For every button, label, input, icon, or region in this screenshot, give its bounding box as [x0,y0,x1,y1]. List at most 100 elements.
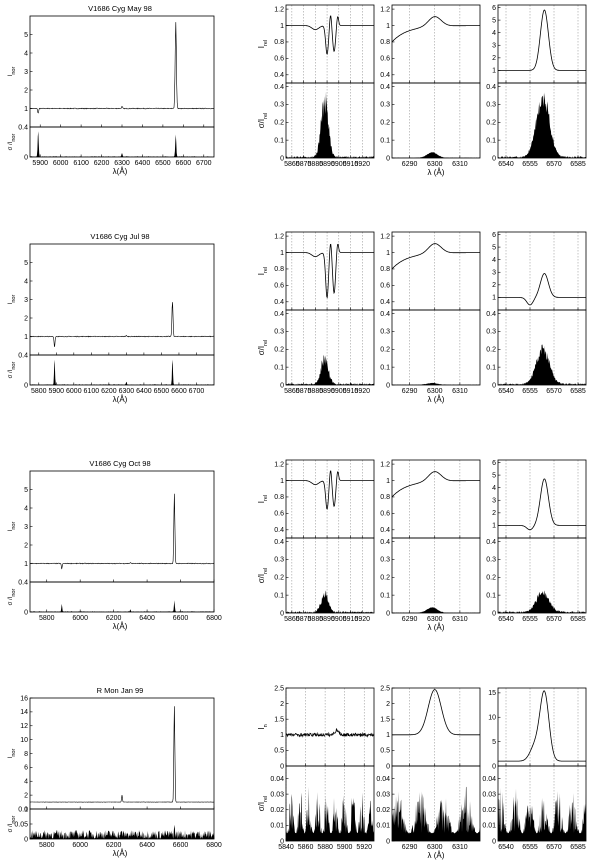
profile-line [498,9,586,71]
y-tick-label: 0 [24,154,28,161]
x-tick-label: 5800 [39,842,55,849]
profile-panel: 0 5 10 15 6540 6555 6570 6585 0 0.01 0.02 0.03 0.04 [482,687,587,851]
y-tick-label: 0.03 [376,791,390,798]
axes-frame [391,82,481,159]
y-tick-label: 2.5 [380,685,390,692]
y-tick-label: 0 [492,155,496,162]
y-tick-label: 0.6 [274,283,284,290]
y-tick-label: 0.2 [274,347,284,354]
panel-title: V1686 Cyg Jul 98 [90,232,149,241]
y-tick-label: 0.01 [270,823,284,830]
y-tick-label: 0.3 [274,557,284,564]
y-tick-label: 0.01 [482,823,496,830]
variance-fill [392,607,480,613]
y-axis-label: σ /Inor [8,588,17,605]
y-tick-label: 0.03 [270,791,284,798]
spectrum-line [29,22,215,114]
y-tick-label: 0 [24,806,28,813]
variance-fill [286,354,374,385]
x-tick-label: 5860 [284,388,300,395]
x-tick-label: 5910 [343,388,359,395]
y-tick-label: 0.1 [486,137,496,144]
axes-frame [285,309,375,386]
y-tick-label: 0.2 [380,347,390,354]
y-tick-label: 1 [386,478,390,485]
x-tick-label: 6200 [106,615,122,622]
x-tick-label: 6555 [522,161,538,168]
y-tick-label: 8 [24,751,28,758]
x-tick-label: 5860 [284,616,300,623]
y-tick-label: 0.2 [486,120,496,127]
y-tick-label: 1 [492,68,496,75]
y-tick-label: 1.5 [274,717,284,724]
x-tick-label: 6290 [402,616,418,623]
y-axis-label: σ /Inor [8,133,17,150]
x-tick-label: 6000 [72,842,88,849]
profile-line [391,471,480,498]
x-tick-label: 6555 [522,616,538,623]
y-tick-label: 5 [492,244,496,251]
y-tick-label: 5 [24,487,28,494]
x-tick-label: 6500 [154,388,170,395]
y-tick-label: 16 [20,695,28,702]
variance-fill [392,786,480,841]
y-axis-label: σ /Inor [8,361,17,378]
x-axis-label: λ (Å) [428,851,445,860]
x-tick-label: 6310 [452,161,468,168]
y-tick-label: 0 [492,382,496,389]
y-tick-label: 1 [280,732,284,739]
y-tick-label: 0.6 [274,511,284,518]
x-tick-label: 5880 [308,616,324,623]
y-tick-label: 0 [386,382,390,389]
x-tick-label: 6585 [570,161,586,168]
y-tick-label: 5 [492,17,496,24]
y-tick-label: 0 [492,610,496,617]
y-tick-label: 0.8 [380,266,390,273]
x-tick-label: 6200 [106,842,122,849]
x-tick-label: 6540 [498,844,514,851]
y-axis-label: Inor [8,295,17,305]
axes-frame [391,537,481,614]
y-tick-label: 1.2 [380,233,390,240]
axes-frame [391,309,481,386]
y-tick-label: 4 [24,278,28,285]
y-tick-label: 0.1 [18,806,28,813]
y-tick-label: 3 [492,43,496,50]
y-tick-label: 1 [492,295,496,302]
y-tick-label: 0.4 [274,72,284,79]
x-tick-label: 5900 [331,161,347,168]
x-tick-label: 6555 [522,388,538,395]
y-tick-label: 4 [24,779,28,786]
profile-panel: 0.4 0.6 0.8 1 1.2 586058705880589059005910592… [257,4,375,168]
y-tick-label: 0 [280,155,284,162]
y-tick-label: 0.4 [274,299,284,306]
x-axis-label: λ (Å) [428,395,445,404]
y-tick-label: 0.4 [486,311,496,318]
profile-line [286,243,374,299]
y-tick-label: 0.2 [380,575,390,582]
axes-frame [29,470,215,583]
profile-panel: 0.4 0.6 0.8 1 1.2 586058705880589059005910592… [257,231,375,395]
y-axis-label: Inor [8,749,17,759]
y-tick-label: 0 [24,609,28,616]
y-axis-label: Irel [257,267,269,275]
x-tick-label: 6570 [546,388,562,395]
y-tick-label: 5 [492,472,496,479]
variance-fill [286,590,374,613]
x-tick-label: 6000 [53,160,69,167]
profile-panel: 0 0.5 1 1.5 2 2.5 5840 5860 5880 5900 5920 0 0.01 0.0… [257,685,375,851]
variance-fill [30,359,214,385]
y-tick-label: 0.3 [274,329,284,336]
y-tick-label: 2 [24,87,28,94]
x-tick-label: 6400 [139,842,155,849]
y-tick-label: 0 [280,610,284,617]
x-axis-label: λ(Å) [113,849,128,858]
axes-frame [29,697,215,810]
y-tick-label: 1.2 [274,461,284,468]
x-tick-label: 5900 [337,844,353,851]
y-tick-label: 0 [24,836,28,843]
x-tick-label: 5920 [354,161,370,168]
y-tick-label: 0 [492,838,496,845]
variance-fill [30,600,214,612]
variance-fill [498,787,586,841]
